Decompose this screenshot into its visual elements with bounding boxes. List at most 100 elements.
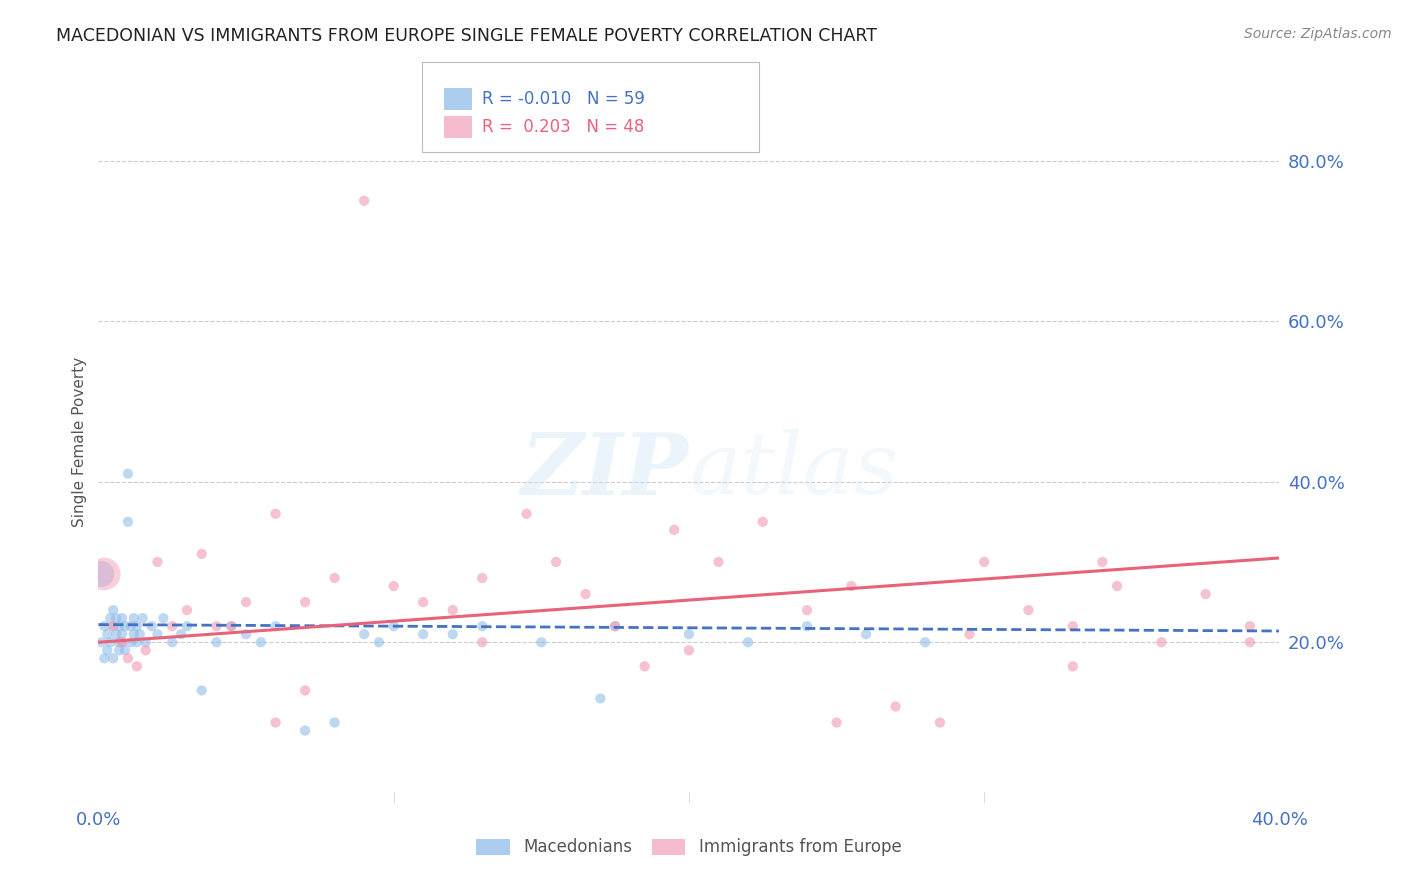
Point	[546, 555, 568, 569]
Point	[170, 627, 193, 641]
Point	[98, 611, 121, 625]
Point	[752, 515, 775, 529]
Point	[264, 715, 287, 730]
Text: R =  0.203   N = 48: R = 0.203 N = 48	[482, 118, 644, 136]
Point	[132, 611, 155, 625]
Point	[575, 587, 598, 601]
Y-axis label: Single Female Poverty: Single Female Poverty	[72, 357, 87, 526]
Point	[605, 619, 627, 633]
Point	[884, 699, 907, 714]
Point	[122, 627, 145, 641]
Point	[117, 651, 139, 665]
Point	[707, 555, 730, 569]
Point	[1239, 635, 1261, 649]
Point	[98, 635, 121, 649]
Point	[1150, 635, 1173, 649]
Point	[855, 627, 877, 641]
Point	[93, 619, 115, 633]
Point	[294, 683, 316, 698]
Point	[162, 619, 183, 633]
Point	[111, 611, 134, 625]
Point	[1018, 603, 1040, 617]
Point	[111, 635, 134, 649]
Point	[162, 635, 183, 649]
Point	[841, 579, 863, 593]
Point	[135, 635, 157, 649]
Point	[108, 643, 131, 657]
Point	[530, 635, 553, 649]
Point	[221, 619, 243, 633]
Point	[105, 627, 128, 641]
Point	[93, 651, 115, 665]
Point	[125, 635, 148, 649]
Point	[125, 619, 148, 633]
Point	[235, 595, 257, 609]
Point	[737, 635, 759, 649]
Point	[441, 603, 464, 617]
Point	[120, 635, 142, 649]
Point	[382, 619, 405, 633]
Point	[105, 611, 128, 625]
Point	[323, 715, 346, 730]
Point	[96, 643, 118, 657]
Point	[1091, 555, 1114, 569]
Point	[103, 651, 125, 665]
Point	[114, 643, 136, 657]
Point	[96, 627, 118, 641]
Point	[250, 635, 273, 649]
Text: ZIP: ZIP	[522, 429, 689, 512]
Legend: Macedonians, Immigrants from Europe: Macedonians, Immigrants from Europe	[470, 831, 908, 863]
Point	[1107, 579, 1129, 593]
Point	[191, 547, 214, 561]
Point	[796, 619, 818, 633]
Point	[103, 619, 125, 633]
Point	[382, 579, 405, 593]
Point	[973, 555, 995, 569]
Point	[108, 619, 131, 633]
Point	[1195, 587, 1218, 601]
Point	[353, 627, 375, 641]
Point	[1062, 619, 1084, 633]
Point	[122, 611, 145, 625]
Point	[117, 467, 139, 481]
Point	[117, 515, 139, 529]
Point	[825, 715, 848, 730]
Point	[605, 619, 627, 633]
Point	[264, 507, 287, 521]
Point	[90, 635, 112, 649]
Point	[146, 627, 169, 641]
Point	[1062, 659, 1084, 673]
Point	[929, 715, 952, 730]
Point	[176, 619, 198, 633]
Point	[120, 619, 142, 633]
Point	[589, 691, 612, 706]
Point	[221, 619, 243, 633]
Point	[471, 635, 494, 649]
Point	[368, 635, 391, 649]
Point	[146, 555, 169, 569]
Point	[914, 635, 936, 649]
Point	[678, 627, 700, 641]
Point	[114, 619, 136, 633]
Point	[191, 683, 214, 698]
Point	[103, 619, 125, 633]
Point	[664, 523, 686, 537]
Point	[412, 627, 434, 641]
Point	[264, 619, 287, 633]
Point	[205, 635, 228, 649]
Point	[141, 619, 163, 633]
Point	[135, 643, 157, 657]
Text: Source: ZipAtlas.com: Source: ZipAtlas.com	[1244, 27, 1392, 41]
Text: R = -0.010   N = 59: R = -0.010 N = 59	[482, 90, 645, 108]
Point	[128, 627, 150, 641]
Point	[959, 627, 981, 641]
Point	[111, 627, 134, 641]
Point	[678, 643, 700, 657]
Point	[471, 571, 494, 585]
Point	[796, 603, 818, 617]
Point	[111, 635, 134, 649]
Text: atlas: atlas	[689, 429, 898, 512]
Point	[294, 723, 316, 738]
Point	[103, 603, 125, 617]
Text: MACEDONIAN VS IMMIGRANTS FROM EUROPE SINGLE FEMALE POVERTY CORRELATION CHART: MACEDONIAN VS IMMIGRANTS FROM EUROPE SIN…	[56, 27, 877, 45]
